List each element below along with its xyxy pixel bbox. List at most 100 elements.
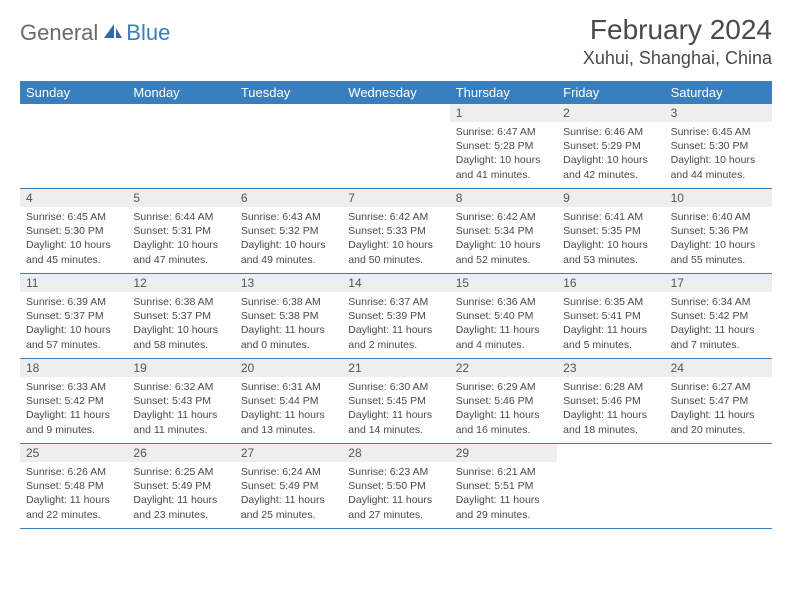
sunset-text: Sunset: 5:31 PM xyxy=(133,224,228,238)
sunrise-text: Sunrise: 6:30 AM xyxy=(348,380,443,394)
sunrise-text: Sunrise: 6:37 AM xyxy=(348,295,443,309)
day-cell: 23Sunrise: 6:28 AMSunset: 5:46 PMDayligh… xyxy=(557,359,664,443)
sunset-text: Sunset: 5:41 PM xyxy=(563,309,658,323)
daylight-text: Daylight: 10 hours and 58 minutes. xyxy=(133,323,228,351)
sunrise-text: Sunrise: 6:32 AM xyxy=(133,380,228,394)
sunrise-text: Sunrise: 6:46 AM xyxy=(563,125,658,139)
daylight-text: Daylight: 11 hours and 14 minutes. xyxy=(348,408,443,436)
sunset-text: Sunset: 5:46 PM xyxy=(563,394,658,408)
sunset-text: Sunset: 5:50 PM xyxy=(348,479,443,493)
daylight-text: Daylight: 11 hours and 16 minutes. xyxy=(456,408,551,436)
day-number: 25 xyxy=(20,444,127,462)
day-content: Sunrise: 6:27 AMSunset: 5:47 PMDaylight:… xyxy=(665,377,772,443)
day-number: 8 xyxy=(450,189,557,207)
sunset-text: Sunset: 5:37 PM xyxy=(26,309,121,323)
day-content: Sunrise: 6:25 AMSunset: 5:49 PMDaylight:… xyxy=(127,462,234,528)
sunset-text: Sunset: 5:51 PM xyxy=(456,479,551,493)
day-cell: 2 Sunrise: 6:46 AMSunset: 5:29 PMDaylight… xyxy=(557,104,664,188)
daylight-text: Daylight: 10 hours and 49 minutes. xyxy=(241,238,336,266)
daylight-text: Daylight: 11 hours and 11 minutes. xyxy=(133,408,228,436)
sunset-text: Sunset: 5:33 PM xyxy=(348,224,443,238)
sunrise-text: Sunrise: 6:43 AM xyxy=(241,210,336,224)
sunset-text: Sunset: 5:35 PM xyxy=(563,224,658,238)
day-number: 15 xyxy=(450,274,557,292)
daylight-text: Daylight: 10 hours and 45 minutes. xyxy=(26,238,121,266)
day-number: 2 xyxy=(557,104,664,122)
sunset-text: Sunset: 5:32 PM xyxy=(241,224,336,238)
sunset-text: Sunset: 5:29 PM xyxy=(563,139,658,153)
day-number: 23 xyxy=(557,359,664,377)
day-content: Sunrise: 6:34 AMSunset: 5:42 PMDaylight:… xyxy=(665,292,772,358)
sunset-text: Sunset: 5:36 PM xyxy=(671,224,766,238)
day-content: Sunrise: 6:42 AMSunset: 5:34 PMDaylight:… xyxy=(450,207,557,273)
daylight-text: Daylight: 10 hours and 57 minutes. xyxy=(26,323,121,351)
sunrise-text: Sunrise: 6:45 AM xyxy=(671,125,766,139)
day-number: 5 xyxy=(127,189,234,207)
daylight-text: Daylight: 10 hours and 44 minutes. xyxy=(671,153,766,181)
sunrise-text: Sunrise: 6:45 AM xyxy=(26,210,121,224)
day-number: 18 xyxy=(20,359,127,377)
day-number: 9 xyxy=(557,189,664,207)
day-content: Sunrise: 6:23 AMSunset: 5:50 PMDaylight:… xyxy=(342,462,449,528)
sunset-text: Sunset: 5:48 PM xyxy=(26,479,121,493)
logo-text-general: General xyxy=(20,20,98,46)
day-cell: 28Sunrise: 6:23 AMSunset: 5:50 PMDayligh… xyxy=(342,444,449,528)
day-cell xyxy=(127,104,234,188)
day-number: 12 xyxy=(127,274,234,292)
day-number: 14 xyxy=(342,274,449,292)
day-content: Sunrise: 6:24 AMSunset: 5:49 PMDaylight:… xyxy=(235,462,342,528)
sunrise-text: Sunrise: 6:35 AM xyxy=(563,295,658,309)
day-content: Sunrise: 6:28 AMSunset: 5:46 PMDaylight:… xyxy=(557,377,664,443)
day-number: 13 xyxy=(235,274,342,292)
day-header-fri: Friday xyxy=(557,81,664,104)
day-content: Sunrise: 6:44 AMSunset: 5:31 PMDaylight:… xyxy=(127,207,234,273)
daylight-text: Daylight: 10 hours and 42 minutes. xyxy=(563,153,658,181)
day-content: Sunrise: 6:36 AMSunset: 5:40 PMDaylight:… xyxy=(450,292,557,358)
sunrise-text: Sunrise: 6:21 AM xyxy=(456,465,551,479)
sunrise-text: Sunrise: 6:25 AM xyxy=(133,465,228,479)
sunset-text: Sunset: 5:40 PM xyxy=(456,309,551,323)
day-cell xyxy=(342,104,449,188)
day-cell xyxy=(20,104,127,188)
sunrise-text: Sunrise: 6:36 AM xyxy=(456,295,551,309)
daylight-text: Daylight: 11 hours and 9 minutes. xyxy=(26,408,121,436)
daylight-text: Daylight: 10 hours and 55 minutes. xyxy=(671,238,766,266)
day-number: 4 xyxy=(20,189,127,207)
day-cell: 25Sunrise: 6:26 AMSunset: 5:48 PMDayligh… xyxy=(20,444,127,528)
sail-icon xyxy=(102,22,124,45)
day-number: 3 xyxy=(665,104,772,122)
day-cell: 17Sunrise: 6:34 AMSunset: 5:42 PMDayligh… xyxy=(665,274,772,358)
sunrise-text: Sunrise: 6:33 AM xyxy=(26,380,121,394)
sunrise-text: Sunrise: 6:44 AM xyxy=(133,210,228,224)
daylight-text: Daylight: 11 hours and 5 minutes. xyxy=(563,323,658,351)
day-content: Sunrise: 6:40 AMSunset: 5:36 PMDaylight:… xyxy=(665,207,772,273)
day-number: 20 xyxy=(235,359,342,377)
sunset-text: Sunset: 5:47 PM xyxy=(671,394,766,408)
day-number xyxy=(665,444,772,462)
day-cell: 20Sunrise: 6:31 AMSunset: 5:44 PMDayligh… xyxy=(235,359,342,443)
day-content: Sunrise: 6:32 AMSunset: 5:43 PMDaylight:… xyxy=(127,377,234,443)
day-header-sun: Sunday xyxy=(20,81,127,104)
day-header-tue: Tuesday xyxy=(235,81,342,104)
sunset-text: Sunset: 5:39 PM xyxy=(348,309,443,323)
daylight-text: Daylight: 10 hours and 41 minutes. xyxy=(456,153,551,181)
sunrise-text: Sunrise: 6:40 AM xyxy=(671,210,766,224)
day-content: Sunrise: 6:45 AMSunset: 5:30 PMDaylight:… xyxy=(665,122,772,188)
day-cell: 29Sunrise: 6:21 AMSunset: 5:51 PMDayligh… xyxy=(450,444,557,528)
sunrise-text: Sunrise: 6:26 AM xyxy=(26,465,121,479)
day-cell: 19Sunrise: 6:32 AMSunset: 5:43 PMDayligh… xyxy=(127,359,234,443)
day-content: Sunrise: 6:37 AMSunset: 5:39 PMDaylight:… xyxy=(342,292,449,358)
sunrise-text: Sunrise: 6:41 AM xyxy=(563,210,658,224)
day-number: 1 xyxy=(450,104,557,122)
sunset-text: Sunset: 5:49 PM xyxy=(133,479,228,493)
sunrise-text: Sunrise: 6:42 AM xyxy=(456,210,551,224)
week-row: 1Sunrise: 6:47 AMSunset: 5:28 PMDaylight… xyxy=(20,104,772,189)
day-content: Sunrise: 6:45 AMSunset: 5:30 PMDaylight:… xyxy=(20,207,127,273)
day-number: 28 xyxy=(342,444,449,462)
day-cell xyxy=(557,444,664,528)
location-subtitle: Xuhui, Shanghai, China xyxy=(583,48,772,69)
day-number: 6 xyxy=(235,189,342,207)
sunset-text: Sunset: 5:46 PM xyxy=(456,394,551,408)
week-row: 11Sunrise: 6:39 AMSunset: 5:37 PMDayligh… xyxy=(20,274,772,359)
day-number: 27 xyxy=(235,444,342,462)
